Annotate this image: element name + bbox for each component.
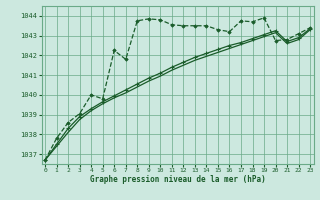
X-axis label: Graphe pression niveau de la mer (hPa): Graphe pression niveau de la mer (hPa) — [90, 175, 266, 184]
